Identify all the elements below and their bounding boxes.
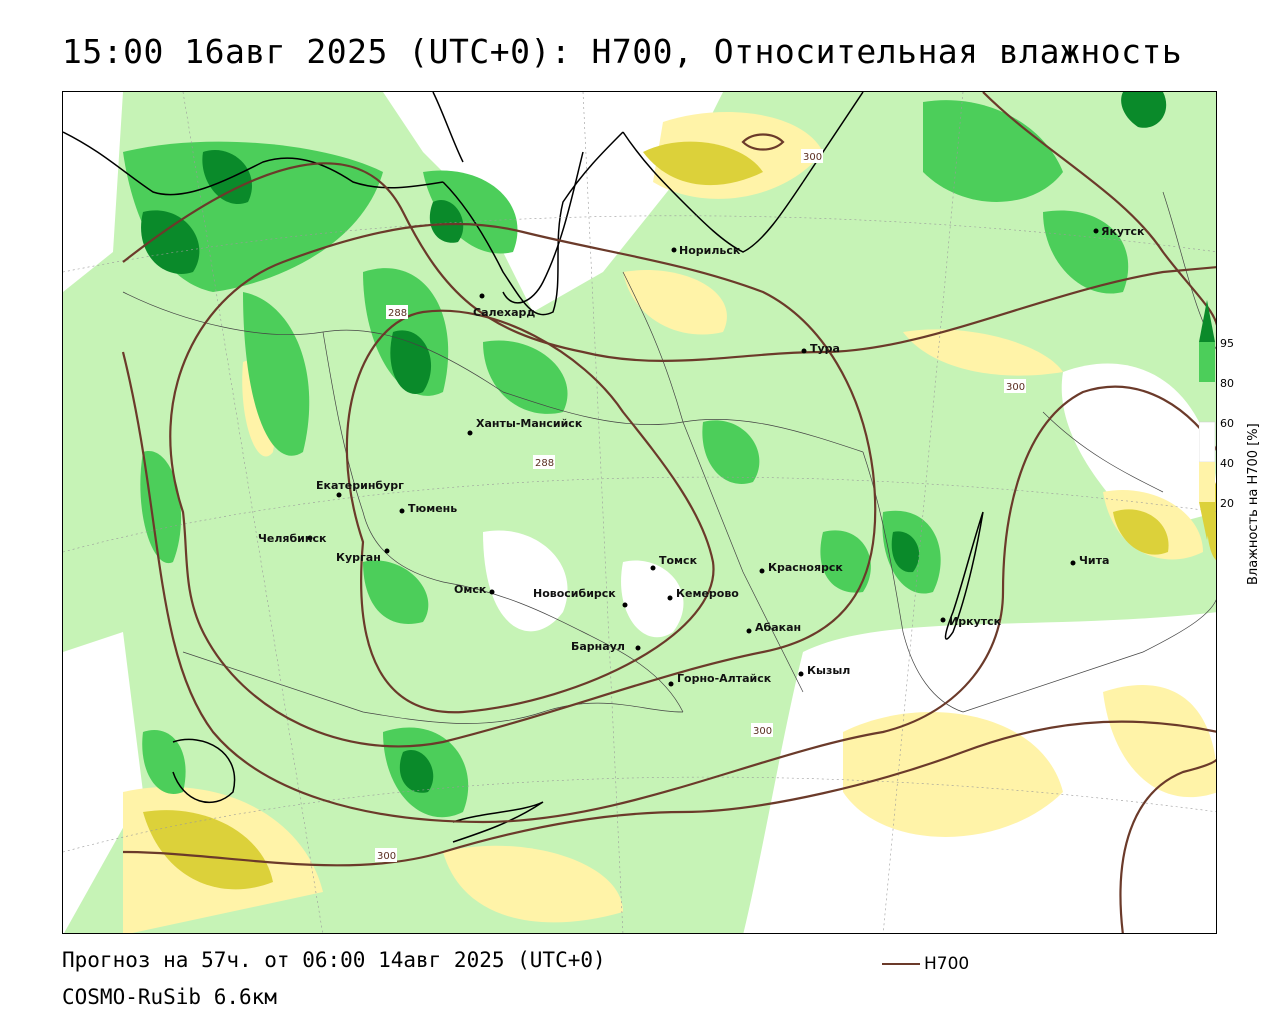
contour-300-mid xyxy=(121,351,1216,824)
city-barnaul: Барнаул xyxy=(571,640,641,653)
city-label: Кемерово xyxy=(676,587,739,600)
city-salekhard: Салехард xyxy=(473,293,535,319)
city-label: Кызыл xyxy=(807,664,850,677)
city-yakutsk: Якутск xyxy=(1093,225,1145,238)
colorbar-tick: 20 xyxy=(1220,497,1234,510)
contour-southeast xyxy=(1119,758,1216,933)
contour-300-north xyxy=(122,162,1216,362)
city-label: Омск xyxy=(454,583,487,596)
city-abakan: Абакан xyxy=(746,621,801,634)
colorbar-band xyxy=(1199,342,1215,382)
city-label: Екатеринбург xyxy=(316,479,404,492)
colorbar-title: Влажность на H700 [%] xyxy=(1246,423,1261,585)
city-irkutsk: Иркутск xyxy=(940,615,1002,628)
colorbar-tick: 95 xyxy=(1220,337,1234,350)
city-label: Томск xyxy=(659,554,698,567)
coastlines xyxy=(63,92,984,843)
contour-label: 300 xyxy=(753,726,772,737)
contour-288 xyxy=(345,309,715,714)
contour-label: 300 xyxy=(803,152,822,163)
city-tura: Тура xyxy=(801,342,840,355)
city-norilsk: Норильск xyxy=(671,244,741,257)
city-kemerovo: Кемерово xyxy=(667,587,739,601)
map-title: 15:00 16авг 2025 (UTC+0): H700, Относите… xyxy=(62,32,1183,71)
contour-legend-line xyxy=(882,963,920,965)
city-label: Ханты-Мансийск xyxy=(476,417,583,430)
contour-label: 300 xyxy=(377,851,396,862)
colorbar-bottom-arrow xyxy=(1199,502,1215,540)
colorbar-tick: 60 xyxy=(1220,417,1234,430)
very-humid-areas xyxy=(141,92,1167,793)
city-label: Горно-Алтайск xyxy=(677,672,772,685)
colorbar-band xyxy=(1199,462,1215,502)
forecast-map[interactable]: 300 288 288 300 300 300 Норильск Якутск … xyxy=(62,91,1217,934)
city-kurgan: Курган xyxy=(336,548,390,564)
contour-label: 300 xyxy=(1006,382,1025,393)
city-label: Челябинск xyxy=(258,532,327,545)
city-ekaterinburg: Екатеринбург xyxy=(316,479,404,498)
humidity-colorbar xyxy=(1199,300,1216,540)
cities: Норильск Якутск Салехард Тура Ханты-Манс… xyxy=(258,225,1145,687)
city-label: Тура xyxy=(810,342,840,355)
graticule xyxy=(63,92,1216,933)
city-chelyabinsk: Челябинск xyxy=(258,532,327,545)
city-kyzyl: Кызыл xyxy=(798,664,850,677)
city-chita: Чита xyxy=(1070,554,1109,567)
city-tomsk: Томск xyxy=(650,554,698,571)
city-label: Якутск xyxy=(1101,225,1145,238)
colorbar-band xyxy=(1199,421,1216,463)
contour-legend-label: H700 xyxy=(924,954,970,974)
city-label: Новосибирск xyxy=(533,587,616,600)
contour-labels: 300 288 288 300 300 300 xyxy=(375,149,1026,862)
contour-legend: H700 xyxy=(882,953,969,975)
colorbar-band xyxy=(1199,382,1215,422)
city-khanty-mansiysk: Ханты-Мансийск xyxy=(467,417,583,436)
contour-small-loop xyxy=(741,133,785,151)
very-dry-areas xyxy=(143,141,1216,890)
city-label: Абакан xyxy=(755,621,801,634)
colorbar-tick: 40 xyxy=(1220,457,1234,470)
model-name: COSMO-RuSib 6.6км xyxy=(62,985,277,1009)
city-tyumen: Тюмень xyxy=(399,502,457,515)
contour-294 xyxy=(169,222,877,748)
city-label: Курган xyxy=(336,551,381,564)
city-label: Чита xyxy=(1079,554,1109,567)
colorbar-top-arrow xyxy=(1199,300,1215,342)
city-label: Красноярск xyxy=(768,561,843,574)
city-label: Норильск xyxy=(679,244,741,257)
city-label: Салехард xyxy=(473,306,535,319)
city-novosibirsk: Новосибирск xyxy=(533,587,628,608)
colorbar-tick: 80 xyxy=(1220,377,1234,390)
city-label: Тюмень xyxy=(408,502,457,515)
contour-label: 288 xyxy=(388,308,407,319)
city-label: Барнаул xyxy=(571,640,625,653)
map-canvas: 300 288 288 300 300 300 Норильск Якутск … xyxy=(63,92,1216,933)
city-krasnoyarsk: Красноярск xyxy=(759,561,843,574)
contour-300-south xyxy=(122,720,1216,867)
city-label: Иркутск xyxy=(949,615,1002,628)
city-omsk: Омск xyxy=(454,583,495,596)
neutral-areas xyxy=(63,92,1216,933)
contour-label: 288 xyxy=(535,458,554,469)
city-gorno-altaysk: Горно-Алтайск xyxy=(668,672,772,687)
forecast-info: Прогноз на 57ч. от 06:00 14авг 2025 (UTC… xyxy=(62,948,606,972)
